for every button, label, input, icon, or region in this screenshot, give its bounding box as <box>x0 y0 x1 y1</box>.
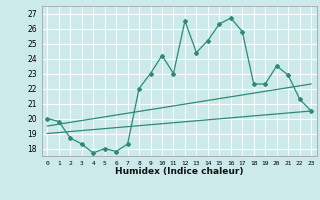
X-axis label: Humidex (Indice chaleur): Humidex (Indice chaleur) <box>115 167 244 176</box>
